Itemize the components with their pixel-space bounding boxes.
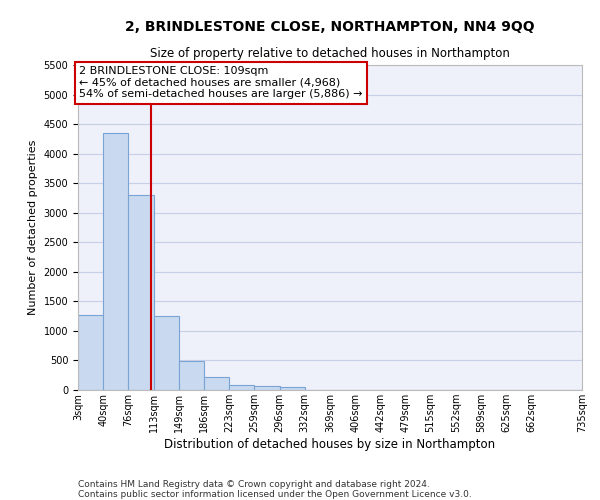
X-axis label: Distribution of detached houses by size in Northampton: Distribution of detached houses by size …: [164, 438, 496, 451]
Bar: [179, 361, 204, 390]
Bar: [280, 387, 305, 390]
Bar: [78, 315, 103, 390]
Text: Contains HM Land Registry data © Crown copyright and database right 2024.: Contains HM Land Registry data © Crown c…: [78, 480, 430, 489]
Text: Size of property relative to detached houses in Northampton: Size of property relative to detached ho…: [150, 48, 510, 60]
Bar: [154, 316, 179, 390]
Bar: [254, 386, 280, 390]
Text: 2 BRINDLESTONE CLOSE: 109sqm
← 45% of detached houses are smaller (4,968)
54% of: 2 BRINDLESTONE CLOSE: 109sqm ← 45% of de…: [79, 66, 363, 100]
Bar: [103, 133, 128, 390]
Text: 2, BRINDLESTONE CLOSE, NORTHAMPTON, NN4 9QQ: 2, BRINDLESTONE CLOSE, NORTHAMPTON, NN4 …: [125, 20, 535, 34]
Y-axis label: Number of detached properties: Number of detached properties: [28, 140, 38, 315]
Text: Contains public sector information licensed under the Open Government Licence v3: Contains public sector information licen…: [78, 490, 472, 499]
Bar: [204, 377, 229, 390]
Bar: [229, 384, 254, 390]
Bar: [128, 195, 154, 390]
